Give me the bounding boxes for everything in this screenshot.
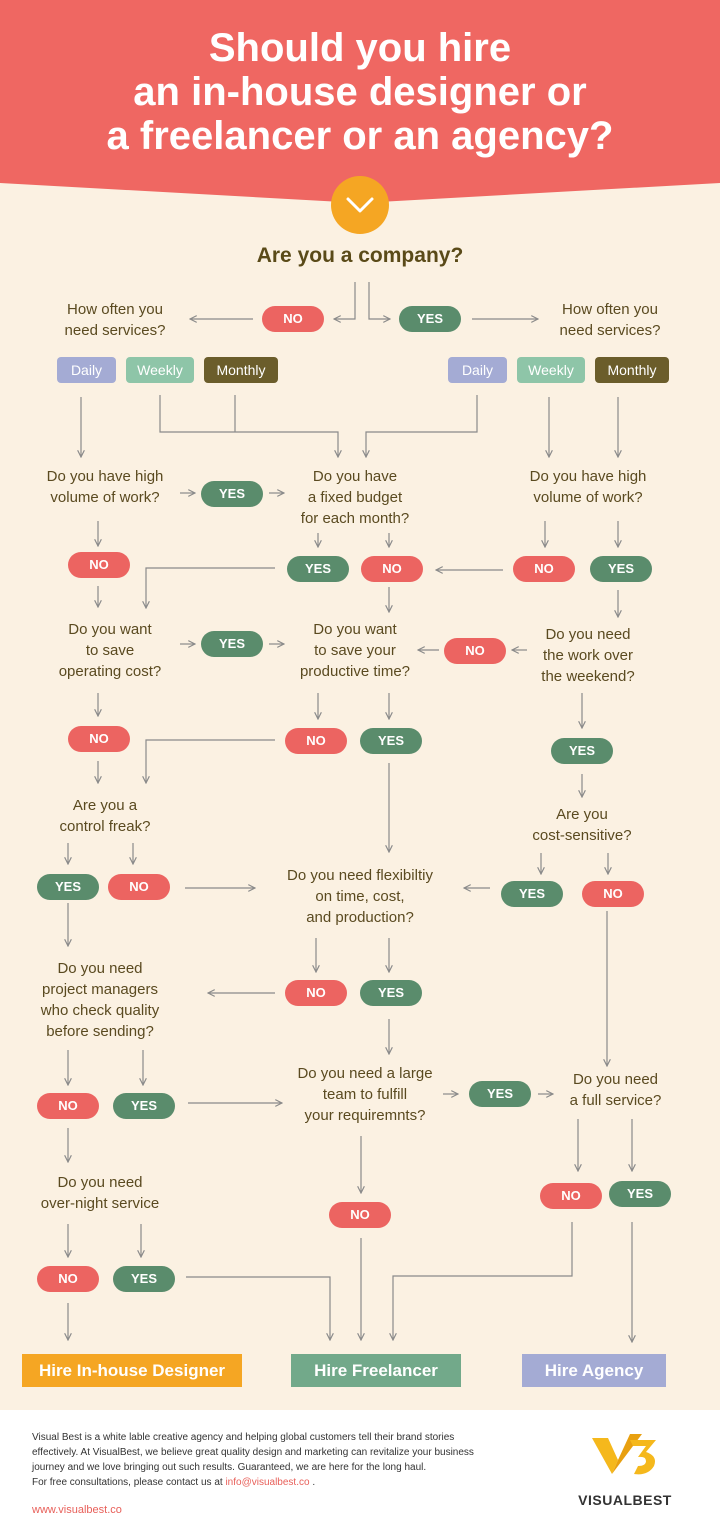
result-freelancer: Hire Freelancer bbox=[291, 1354, 461, 1387]
flow-connectors bbox=[0, 282, 720, 1410]
question-fixed-budget: Do you have a fixed budget for each month? bbox=[300, 468, 410, 527]
weekend-yes: YES bbox=[551, 738, 613, 764]
question-large-team: Do you need a large team to fulfill your r… bbox=[297, 1065, 433, 1124]
fixed-budget-no: NO bbox=[361, 556, 423, 582]
overnight-yes: YES bbox=[113, 1266, 175, 1292]
flexibility-no: NO bbox=[285, 980, 347, 1006]
question-how-often-right: How often you need services? bbox=[559, 301, 661, 339]
save-cost-no: NO bbox=[68, 726, 130, 752]
tag-daily-left: Daily bbox=[57, 357, 116, 383]
save-time-yes: YES bbox=[360, 728, 422, 754]
website-link[interactable]: www.visualbest.co bbox=[32, 1504, 122, 1516]
question-save-operating-cost: Do you want to save operating cost? bbox=[58, 621, 162, 680]
high-volume-right-no: NO bbox=[513, 556, 575, 582]
cost-sensitive-no: NO bbox=[582, 881, 644, 907]
result-inhouse-designer: Hire In-house Designer bbox=[22, 1354, 242, 1387]
visualbest-logo-icon bbox=[586, 1430, 666, 1480]
project-managers-yes: YES bbox=[113, 1093, 175, 1119]
control-freak-no: NO bbox=[108, 874, 170, 900]
question-full-service: Do you need a full service? bbox=[569, 1071, 662, 1109]
save-time-no: NO bbox=[285, 728, 347, 754]
question-project-managers: Do you need project managers who check qua… bbox=[40, 960, 160, 1040]
company-yes: YES bbox=[399, 306, 461, 332]
question-high-volume-left: Do you have high volume of work? bbox=[46, 468, 164, 506]
footer-description: Visual Best is a white lable creative ag… bbox=[32, 1432, 474, 1488]
question-are-you-company: Are you a company? bbox=[256, 244, 464, 267]
result-agency: Hire Agency bbox=[522, 1354, 666, 1387]
question-weekend: Do you need the work over the weekend? bbox=[541, 626, 635, 685]
full-service-no: NO bbox=[540, 1183, 602, 1209]
question-flexibility: Do you need flexibiltiy on time, cost, and… bbox=[287, 867, 433, 926]
large-team-yes: YES bbox=[469, 1081, 531, 1107]
project-managers-no: NO bbox=[37, 1093, 99, 1119]
contact-email-link[interactable]: info@visualbest.co bbox=[225, 1477, 310, 1488]
high-volume-left-yes: YES bbox=[201, 481, 263, 507]
chevron-down-icon bbox=[331, 176, 389, 234]
tag-daily-right: Daily bbox=[448, 357, 507, 383]
tag-weekly-left: Weekly bbox=[126, 357, 194, 383]
fixed-budget-yes: YES bbox=[287, 556, 349, 582]
footer bbox=[0, 1410, 720, 1536]
tag-monthly-right: Monthly bbox=[595, 357, 669, 383]
full-service-yes: YES bbox=[609, 1181, 671, 1207]
control-freak-yes: YES bbox=[37, 874, 99, 900]
question-cost-sensitive: Are you cost-sensitive? bbox=[532, 806, 632, 844]
header-banner bbox=[0, 0, 720, 215]
large-team-no: NO bbox=[329, 1202, 391, 1228]
company-no: NO bbox=[262, 306, 324, 332]
question-overnight: Do you need over-night service bbox=[40, 1174, 160, 1212]
question-high-volume-right: Do you have high volume of work? bbox=[529, 468, 647, 506]
question-save-productive-time: Do you want to save your productive time? bbox=[299, 621, 411, 680]
flexibility-yes: YES bbox=[360, 980, 422, 1006]
save-cost-yes: YES bbox=[201, 631, 263, 657]
question-how-often-left: How often you need services? bbox=[64, 301, 166, 339]
overnight-no: NO bbox=[37, 1266, 99, 1292]
page-title: Should you hire an in-house designer or … bbox=[106, 26, 614, 158]
weekend-pre-no: NO bbox=[444, 638, 506, 664]
high-volume-left-no: NO bbox=[68, 552, 130, 578]
high-volume-right-yes: YES bbox=[590, 556, 652, 582]
cost-sensitive-yes: YES bbox=[501, 881, 563, 907]
brand-name: VISUALBEST bbox=[578, 1492, 672, 1508]
tag-weekly-right: Weekly bbox=[517, 357, 585, 383]
question-control-freak: Are you a control freak? bbox=[59, 797, 151, 835]
tag-monthly-left: Monthly bbox=[204, 357, 278, 383]
